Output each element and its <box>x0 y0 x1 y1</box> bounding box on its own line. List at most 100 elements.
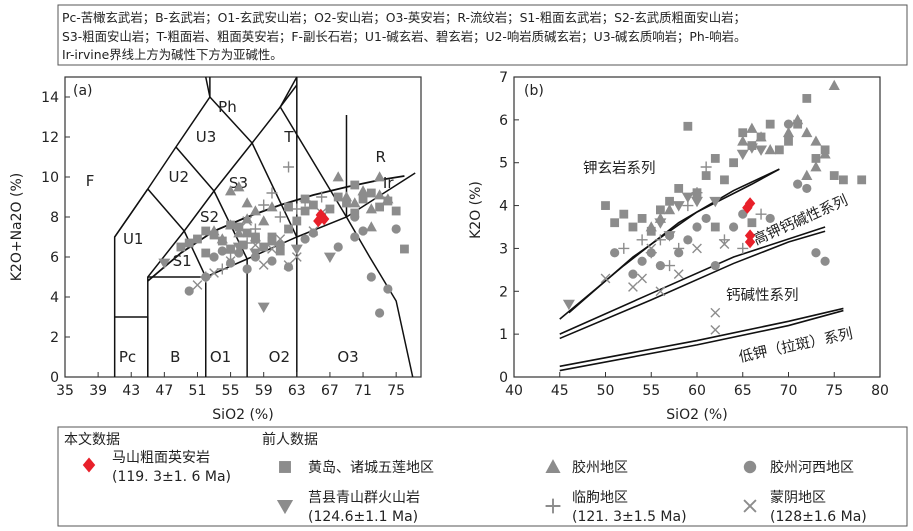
point-jiaozhou_hexi <box>242 264 252 274</box>
panel-a-x-tick-label: 39 <box>89 383 107 399</box>
point-mashan <box>318 212 330 226</box>
field-label-o1: O1 <box>210 348 231 366</box>
field-label-f: F <box>86 172 95 190</box>
panel-b-x-tick-label: 60 <box>688 383 706 399</box>
legend-item-label: 胶州地区 <box>572 459 628 476</box>
point-jiaozhou_hexi <box>234 248 244 258</box>
legend-item-mengyin: 蒙阴地区 (128±1.6 Ma) <box>743 490 867 525</box>
point-mashan <box>315 208 327 222</box>
point-jiaozhou <box>663 204 676 215</box>
legend-item-linqu: 临朐地区 (121. 3±1.5 Ma) <box>545 490 687 525</box>
point-jiaozhou <box>357 185 369 196</box>
point-huangdao <box>656 205 665 215</box>
panel-a-x-tick-label: 63 <box>288 383 306 399</box>
point-juxian <box>755 145 768 156</box>
panel-a-x-tick-label: 51 <box>189 383 207 399</box>
point-huangdao <box>184 238 194 248</box>
panel-b-y-tick-label: 7 <box>499 70 508 86</box>
point-huangdao <box>619 209 629 219</box>
point-juxian <box>672 201 685 212</box>
field-label-ir: Ir <box>383 174 394 192</box>
point-huangdao <box>710 154 720 163</box>
panel-b-y-tick-label: 1 <box>499 327 508 343</box>
abbreviation-line-1: Pc-苦橄玄武岩；B-玄武岩；O1-玄武安山岩；O2-安山岩；O3-英安岩；R-… <box>62 10 746 25</box>
point-jiaozhou <box>224 185 237 196</box>
legend-marker-mashan <box>82 457 96 473</box>
point-mengyin <box>209 268 219 278</box>
point-jiaozhou <box>764 144 776 155</box>
tas-boundary-line <box>279 76 298 108</box>
point-huangdao <box>628 222 638 232</box>
panel-a-y-tick-label: 4 <box>50 290 59 306</box>
point-linqu <box>700 161 712 173</box>
legend-previous-data-title: 前人数据 <box>262 431 318 448</box>
point-linqu <box>682 200 694 212</box>
point-jiaozhou <box>645 221 657 232</box>
point-huangdao <box>308 200 318 210</box>
point-huangdao <box>358 194 368 204</box>
point-jiaozhou <box>801 126 813 138</box>
field-label-s2: S2 <box>200 208 219 226</box>
legend-this-study-title: 本文数据 <box>64 432 120 448</box>
point-mengyin <box>250 240 261 250</box>
point-huangdao <box>802 94 812 103</box>
panel-b-y-tick-label: 6 <box>499 113 508 129</box>
point-linqu <box>755 208 767 220</box>
panel-b-x-tick-label: 80 <box>871 383 889 399</box>
point-linqu <box>673 242 685 254</box>
point-huangdao <box>259 242 269 252</box>
legend-item-label: 胶州河西地区 <box>770 459 854 476</box>
point-jiaozhou_hexi <box>637 256 647 266</box>
point-huangdao <box>325 204 335 214</box>
legend-marker-juxian <box>276 500 294 515</box>
symbol-legend: 本文数据 前人数据 马山粗面英安岩 (119. 3±1. 6 Ma) 黄岛、诸城五莲… <box>57 426 908 527</box>
point-jiaozhou_hexi <box>358 226 368 236</box>
legend-item-label: 马山粗面英安岩 <box>112 449 210 466</box>
point-jiaozhou_hexi <box>793 179 803 189</box>
point-huangdao <box>637 214 647 223</box>
panel-b-x-tick-label: 55 <box>642 383 660 399</box>
point-huangdao <box>839 175 848 185</box>
panel-a-x-tick-label: 59 <box>255 383 273 399</box>
point-juxian <box>232 242 245 253</box>
point-jiaozhou_hexi <box>225 258 236 268</box>
point-mashan <box>744 235 756 249</box>
point-juxian <box>709 196 722 208</box>
field-label-r: R <box>375 148 385 166</box>
panel-b-data-points <box>562 79 867 335</box>
panel-a-x-tick-label: 47 <box>155 383 173 399</box>
panel-b-y-axis-label: K2O (%) <box>468 181 484 239</box>
point-jiaozhou_hexi <box>391 224 401 234</box>
point-jiaozhou <box>332 171 344 182</box>
point-huangdao <box>747 218 757 228</box>
panel-a-label: (a) <box>73 83 93 99</box>
point-mengyin <box>225 256 236 266</box>
point-jiaozhou_hexi <box>610 248 620 258</box>
point-huangdao <box>375 202 385 212</box>
point-juxian <box>681 192 694 203</box>
point-huangdao <box>683 121 693 131</box>
point-mengyin <box>710 307 721 318</box>
point-mengyin <box>673 269 684 280</box>
point-juxian <box>290 244 303 255</box>
point-jiaozhou <box>746 122 758 133</box>
point-jiaozhou_hexi <box>308 228 318 238</box>
panel-b-x-tick-label: 70 <box>780 383 798 399</box>
point-jiaozhou_hexi <box>333 242 343 252</box>
panel-a-y-tick-label: 8 <box>50 210 59 226</box>
point-huangdao <box>710 222 720 232</box>
panel-a-tas-diagram: (a) PhU3TRIrFU2S3S2U1S1PcBO1O2O3 3539434… <box>9 76 422 423</box>
point-juxian <box>663 231 676 242</box>
point-linqu <box>249 223 261 235</box>
point-linqu <box>291 203 303 215</box>
point-jiaozhou_hexi <box>366 272 376 282</box>
point-jiaozhou <box>374 171 386 182</box>
point-jiaozhou_hexi <box>783 119 794 129</box>
point-jiaozhou_hexi <box>267 256 277 266</box>
field-label-b: B <box>170 348 180 366</box>
tas-boundary-line <box>175 146 215 192</box>
point-mengyin <box>258 260 269 270</box>
point-jiaozhou_hexi <box>701 213 711 224</box>
point-jiaozhou <box>365 203 377 214</box>
